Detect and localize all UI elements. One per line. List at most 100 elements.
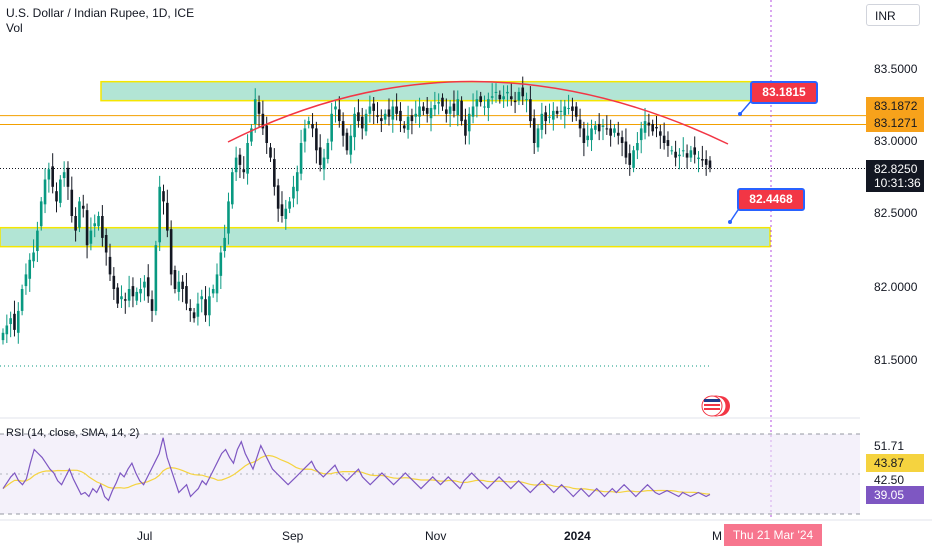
candle-body <box>681 150 685 152</box>
candle-body <box>295 172 299 192</box>
candle-body <box>429 107 433 119</box>
candle-body <box>28 259 32 279</box>
candle-body <box>20 289 24 311</box>
candle-body <box>284 208 288 219</box>
bar-countdown: 10:31:36 <box>866 174 924 192</box>
currency-selector[interactable]: INR <box>866 4 920 26</box>
candle-body <box>552 110 555 120</box>
candle-body <box>536 128 540 148</box>
candle-body <box>643 121 647 133</box>
candle-body <box>532 118 536 143</box>
candle-body <box>597 124 601 132</box>
candle-body <box>406 116 410 130</box>
candle-body <box>360 116 364 129</box>
candle-body <box>540 113 544 130</box>
candle-body <box>487 99 490 108</box>
candle-body <box>326 143 330 160</box>
rsi-level-51: 51.71 <box>874 439 905 453</box>
candle-body <box>311 124 314 129</box>
candle-body <box>639 128 643 141</box>
y-tick-83-0: 83.0000 <box>874 134 918 148</box>
candle-body <box>594 125 597 130</box>
candle-body <box>101 216 104 238</box>
candle-body <box>544 112 547 122</box>
candle-body <box>479 96 483 103</box>
crosshair-date-label: Thu 21 Mar '24 <box>724 524 822 546</box>
rsi-line <box>2 437 711 502</box>
candle-body <box>410 115 414 122</box>
candle-body <box>227 201 230 234</box>
us-flag-event-icon[interactable] <box>701 395 730 417</box>
rsi-level-42: 42.50 <box>874 473 905 487</box>
candle-body <box>590 128 593 141</box>
candle-body <box>399 110 402 122</box>
candle-body <box>47 169 51 180</box>
candle-body <box>647 122 651 126</box>
candle-body <box>517 91 521 101</box>
candle-body <box>701 159 704 161</box>
candle-body <box>32 252 35 262</box>
candle-body <box>261 113 265 129</box>
candle-body <box>93 223 97 227</box>
candle-body <box>104 234 108 253</box>
candle-body <box>9 318 12 325</box>
candle-body <box>574 106 578 117</box>
resistance-zone <box>100 80 771 102</box>
candle-body <box>425 107 429 114</box>
candle-body <box>1 332 5 341</box>
candle-body <box>66 167 70 187</box>
candle-body <box>494 91 498 93</box>
candle-body <box>81 205 85 209</box>
candle-body <box>659 131 662 136</box>
candle-body <box>448 106 452 114</box>
candle-body <box>55 191 58 202</box>
candle-body <box>571 106 574 111</box>
x-label-m: M <box>712 529 722 543</box>
candle-body <box>483 106 486 108</box>
callout-lower[interactable]: 82.4468 <box>737 188 805 211</box>
candle-body <box>395 106 398 114</box>
candle-body <box>609 128 612 136</box>
candle-body <box>51 166 54 187</box>
candle-body <box>299 143 303 174</box>
candle-body <box>467 113 471 132</box>
candle-body <box>97 216 100 227</box>
candle-body <box>414 113 418 117</box>
candle-body <box>490 96 494 98</box>
candle-body <box>563 106 567 116</box>
candle-body <box>135 291 139 301</box>
candles-group <box>1 76 712 345</box>
candle-body <box>662 135 666 143</box>
candle-body <box>586 135 590 141</box>
candle-body <box>238 154 242 165</box>
candle-body <box>13 313 16 330</box>
candle-body <box>548 116 551 118</box>
callout-upper[interactable]: 83.1815 <box>750 81 818 104</box>
candle-body <box>559 110 563 112</box>
candle-body <box>36 230 39 252</box>
candle-body <box>177 281 181 292</box>
x-label-jul: Jul <box>137 529 153 543</box>
candle-body <box>349 135 353 155</box>
candle-body <box>689 150 693 158</box>
candle-body <box>108 256 112 275</box>
candle-body <box>509 96 513 100</box>
candle-body <box>265 125 268 143</box>
candle-body <box>708 160 712 168</box>
candle-body <box>315 128 318 151</box>
candle-body <box>334 106 337 110</box>
y-tick-81-5: 81.5000 <box>874 353 918 367</box>
candle-body <box>59 179 62 203</box>
candle-body <box>620 137 624 143</box>
candle-body <box>452 103 456 111</box>
candle-body <box>529 99 532 122</box>
candle-body <box>387 109 391 117</box>
candle-body <box>704 159 708 165</box>
candle-body <box>445 109 448 114</box>
candle-body <box>368 106 372 114</box>
candle-body <box>685 153 689 158</box>
candle-body <box>116 287 119 304</box>
candle-body <box>43 179 47 205</box>
candle-body <box>345 132 349 151</box>
